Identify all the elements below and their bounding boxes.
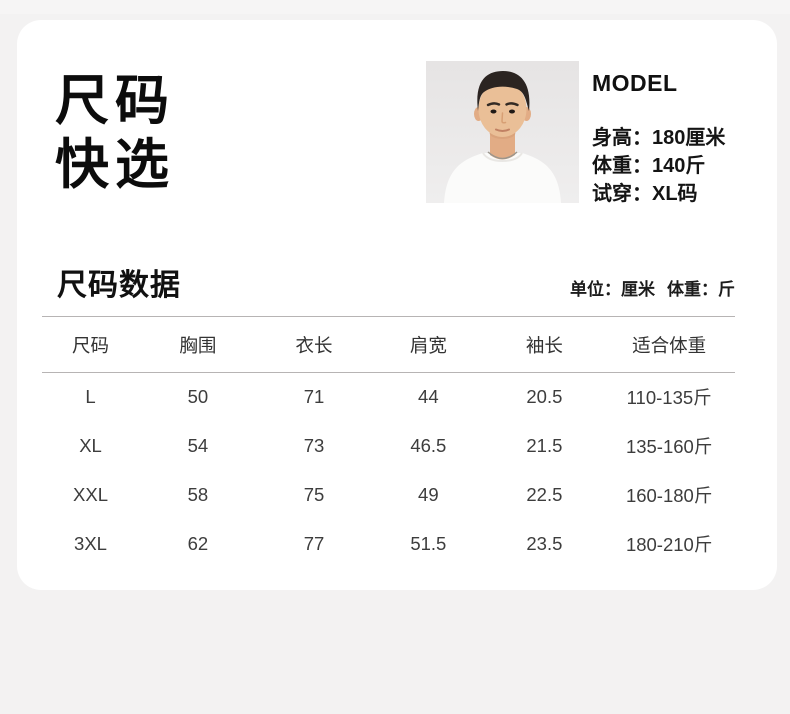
top-strip xyxy=(0,0,790,14)
cell-fit-weight: 110-135斤 xyxy=(626,387,712,409)
cell-chest: 50 xyxy=(187,386,209,408)
size-table-header-row: 尺码 胸围 衣长 肩宽 袖长 适合体重 xyxy=(42,316,735,373)
cell-shoulder: 51.5 xyxy=(410,533,447,554)
size-guide-card: 尺码 快选 xyxy=(17,20,777,590)
model-label: MODEL xyxy=(592,70,678,96)
cell-length: 75 xyxy=(303,484,325,505)
table-row-3XL: 3XL 62 77 51.5 23.5 180-210斤 xyxy=(42,520,735,569)
col-header-sleeve: 袖长 xyxy=(485,316,604,373)
page-title: 尺码 快选 xyxy=(55,69,175,208)
size-data-header: 尺码数据 单位：厘米 体重：斤 xyxy=(57,268,735,304)
unit-note: 单位：厘米 体重：斤 xyxy=(570,275,735,300)
col-header-size: 尺码 xyxy=(42,316,140,373)
col-header-chest: 胸围 xyxy=(139,316,257,373)
model-block: MODEL 身高：180厘米 体重：140斤 试穿：XL码 xyxy=(426,61,762,208)
cell-chest: 62 xyxy=(187,533,209,554)
cell-size: 3XL xyxy=(74,533,107,554)
col-header-shoulder: 肩宽 xyxy=(371,316,486,373)
unit-note-weight: 体重：斤 xyxy=(667,280,735,299)
col-header-fit-weight: 适合体重 xyxy=(603,316,735,373)
size-data-heading: 尺码数据 xyxy=(57,269,181,302)
size-table: 尺码 胸围 衣长 肩宽 袖长 适合体重 L 50 71 44 20.5 110-… xyxy=(42,316,735,569)
cell-shoulder: 46.5 xyxy=(410,435,447,456)
cell-length: 73 xyxy=(303,435,325,456)
table-row-XXL: XXL 58 75 49 22.5 160-180斤 xyxy=(42,471,735,520)
model-photo-image xyxy=(426,61,579,203)
model-photo xyxy=(426,61,579,203)
model-try-on-size: 试穿：XL码 xyxy=(592,183,698,205)
cell-size: XXL xyxy=(73,484,108,505)
model-stats: 身高：180厘米 体重：140斤 试穿：XL码 xyxy=(592,124,762,208)
page-title-line1: 尺码 xyxy=(55,71,175,131)
cell-shoulder: 44 xyxy=(418,386,439,408)
cell-chest: 54 xyxy=(187,435,209,456)
table-row-XL: XL 54 73 46.5 21.5 135-160斤 xyxy=(42,422,735,471)
table-row-L: L 50 71 44 20.5 110-135斤 xyxy=(42,373,735,422)
col-header-length: 衣长 xyxy=(256,316,372,373)
cell-sleeve: 20.5 xyxy=(526,386,563,408)
cell-fit-weight: 135-160斤 xyxy=(625,436,713,457)
cell-sleeve: 23.5 xyxy=(526,533,563,554)
model-info: MODEL 身高：180厘米 体重：140斤 试穿：XL码 xyxy=(592,61,762,208)
cell-length: 77 xyxy=(303,533,325,554)
cell-fit-weight: 160-180斤 xyxy=(625,485,713,506)
cell-fit-weight: 180-210斤 xyxy=(625,534,713,555)
model-height: 身高：180厘米 xyxy=(592,127,726,149)
cell-length: 71 xyxy=(303,386,325,408)
cell-sleeve: 21.5 xyxy=(526,435,563,456)
cell-size: L xyxy=(85,386,96,408)
model-weight: 体重：140斤 xyxy=(592,155,706,177)
cell-sleeve: 22.5 xyxy=(526,484,563,505)
header-row: 尺码 快选 xyxy=(17,20,777,208)
unit-note-cm: 单位：厘米 xyxy=(570,280,655,299)
page-title-line2: 快选 xyxy=(55,135,175,195)
cell-chest: 58 xyxy=(187,484,209,505)
cell-shoulder: 49 xyxy=(418,484,439,505)
cell-size: XL xyxy=(79,435,102,456)
